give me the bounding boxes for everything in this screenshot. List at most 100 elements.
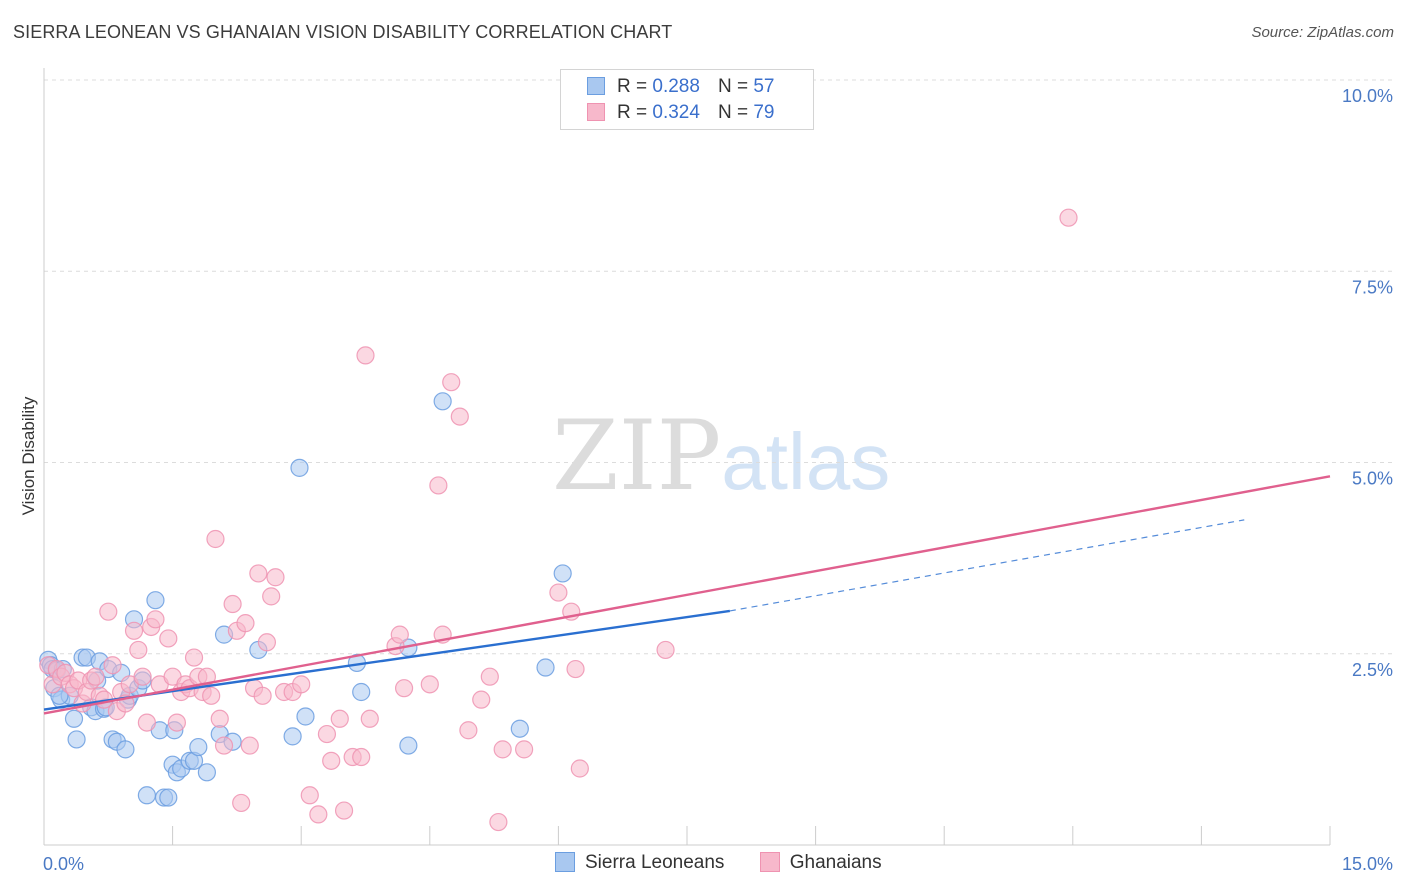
ghanaian-point <box>159 629 178 648</box>
ghanaian-point <box>300 786 319 805</box>
legend-row-ghanaians: R = 0.324 N = 79 <box>587 102 774 126</box>
ghanaian-point <box>549 583 568 602</box>
ghanaian-point <box>86 667 105 686</box>
ghanaian-point <box>249 564 268 583</box>
sierra-leonean-point <box>197 763 216 782</box>
ghanaian-point <box>253 686 272 705</box>
sierra-leonean-point <box>116 740 135 759</box>
sierra-leonean-point <box>399 736 418 755</box>
ghanaian-point <box>656 640 675 660</box>
y-tick-label: 2.5% <box>1352 660 1393 680</box>
ghanaian-point <box>99 602 118 621</box>
ghanaian-point <box>566 659 585 679</box>
ghanaian-point <box>206 529 225 549</box>
bottom-legend-sierra-leoneans: Sierra Leoneans <box>555 852 724 874</box>
ghanaian-point <box>262 587 281 606</box>
ghanaian-point <box>570 759 589 778</box>
y-tick-label: 10.0% <box>1342 86 1393 106</box>
points-layer <box>39 208 1078 832</box>
sierra-leonean-point <box>137 786 156 805</box>
ghanaian-point <box>360 709 379 728</box>
ghanaian-point <box>472 690 491 709</box>
ghanaian-point <box>214 736 234 755</box>
ghanaian-point <box>236 614 255 633</box>
y-tick-label: 5.0% <box>1352 469 1393 489</box>
legend-r-value: 0.288 <box>652 76 700 97</box>
grid-layer <box>44 79 1392 655</box>
x-tick-label: 0.0% <box>43 854 84 874</box>
source-label: Source: ZipAtlas.com <box>1251 24 1394 41</box>
ghanaian-point <box>330 709 349 728</box>
sierra-leonean-point <box>159 788 178 807</box>
legend-r-label: R = <box>617 76 648 97</box>
ghanaian-point <box>146 610 165 629</box>
ghanaian-point <box>184 648 204 667</box>
labels-layer: 2.5% 5.0% 7.5% 10.0% 0.0% 15.0% Vision Disabil… <box>19 86 1393 874</box>
bottom-legend-swatch-blue <box>555 852 575 872</box>
sierra-leonean-point <box>67 730 86 749</box>
ghanaian-point <box>232 793 251 813</box>
ghanaian-point <box>137 713 156 732</box>
ghanaian-point <box>356 346 375 365</box>
bottom-legend-label: Sierra Leoneans <box>585 852 725 873</box>
ghanaian-point <box>129 640 148 660</box>
ghanaian-point <box>390 625 409 644</box>
sierra-leonean-point <box>64 709 84 728</box>
ghanaian-point <box>133 667 152 686</box>
ghanaian-point <box>257 633 277 652</box>
ghanaian-point <box>103 656 122 675</box>
ghanaian-point <box>210 709 229 728</box>
sierra-leonean-point <box>510 719 529 738</box>
ghanaian-point <box>167 713 186 732</box>
ghanaian-point <box>1059 208 1078 227</box>
y-tick-label: 7.5% <box>1352 277 1393 297</box>
bottom-legend: Sierra Leoneans Ghanaians <box>555 852 912 874</box>
legend-n-value: 57 <box>753 76 775 97</box>
sierra-leonean-point <box>553 564 572 583</box>
ghanaian-point <box>309 805 328 824</box>
legend-n-label: N = <box>717 102 749 123</box>
ghanaian-point <box>450 407 469 426</box>
ghanaian-point <box>334 801 354 820</box>
ghanaian-point <box>202 686 221 705</box>
y-axis-title: Vision Disability <box>19 396 38 515</box>
ghanaian-point <box>429 476 448 495</box>
sierra-leonean-point <box>433 392 452 411</box>
trend-layer <box>43 475 1331 715</box>
ghanaian-point <box>292 675 311 694</box>
legend-n-label: N = <box>717 76 749 97</box>
sierra-leonean-trend-extension <box>729 519 1245 612</box>
x-tick-label: 15.0% <box>1342 854 1393 874</box>
legend-n-value: 79 <box>753 102 775 123</box>
ghanaian-point <box>459 721 478 740</box>
ghanaian-point <box>223 594 242 614</box>
bottom-legend-label: Ghanaians <box>789 852 882 873</box>
ghanaian-point <box>489 812 508 832</box>
legend-swatch-blue <box>587 77 605 95</box>
legend-box: R = 0.288 N = 57 R = 0.324 N = 79 <box>560 69 814 130</box>
legend-swatch-pink <box>587 103 605 121</box>
ghanaian-point <box>266 568 285 587</box>
ghanaian-point <box>515 740 534 759</box>
sierra-leonean-point <box>189 737 208 757</box>
chart-title: SIERRA LEONEAN VS GHANAIAN VISION DISABI… <box>13 22 673 42</box>
sierra-leonean-point <box>146 591 165 610</box>
axis-layer <box>43 68 1331 846</box>
ghanaian-point <box>124 621 144 640</box>
legend-r-value: 0.324 <box>652 102 700 123</box>
bottom-legend-ghanaians: Ghanaians <box>759 852 882 874</box>
sierra-leonean-point <box>352 682 371 702</box>
legend-r-label: R = <box>617 102 648 123</box>
ghanaian-point <box>240 736 259 755</box>
ghanaian-point <box>442 373 461 392</box>
sierra-leonean-point <box>536 658 555 677</box>
ghanaian-point <box>352 747 371 767</box>
sierra-leonean-point <box>296 707 315 726</box>
legend-row-sierra-leoneans: R = 0.288 N = 57 <box>587 76 774 100</box>
ghanaian-point <box>322 751 341 770</box>
ghanaian-point <box>493 740 512 759</box>
ghanaian-point <box>480 667 499 686</box>
sierra-leonean-point <box>290 458 309 477</box>
bottom-legend-swatch-pink <box>759 852 780 872</box>
